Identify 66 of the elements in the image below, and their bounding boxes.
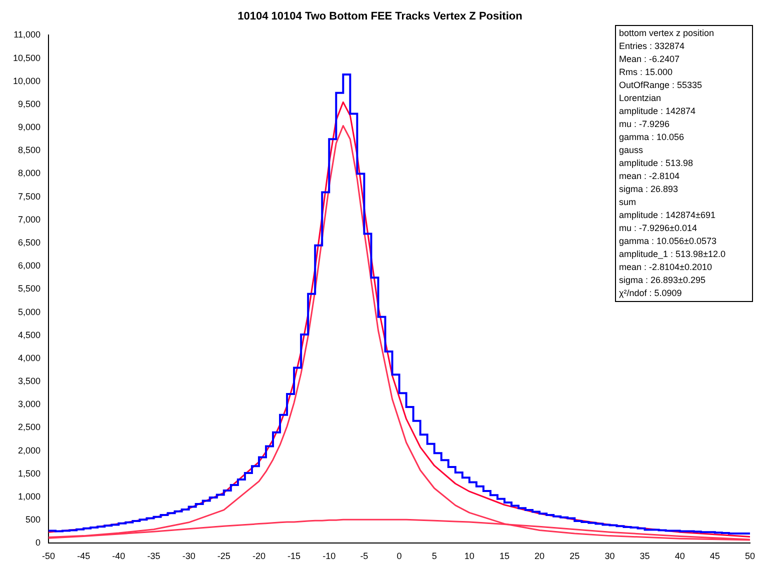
x-tick-label: 10 — [464, 551, 474, 562]
y-tick-label: 1,500 — [18, 468, 41, 478]
annotation: OutOfRange : 55335 — [619, 79, 704, 92]
annotation: sigma : 26.893±0.295 — [619, 274, 706, 287]
annotation: mean : -2.8104±0.2010 — [619, 261, 714, 274]
y-tick-label: 5,000 — [18, 306, 41, 317]
x-tick-label: 50 — [744, 551, 755, 562]
y-tick-label: 6,500 — [18, 238, 41, 248]
y-tick-label: 10,000 — [12, 76, 41, 86]
annotation: Rms : 15.000 — [619, 66, 674, 79]
y-tick-label: 1,000 — [18, 492, 41, 502]
y-tick-label: 9,500 — [18, 98, 41, 109]
x-tick-label: 40 — [674, 551, 685, 562]
y-tick-label: 500 — [25, 514, 41, 525]
annotation: amplitude : 513.98 — [619, 157, 694, 170]
x-tick-label: -20 — [252, 551, 266, 562]
y-tick-label: 7,500 — [18, 191, 41, 202]
x-tick-label: -45 — [77, 551, 90, 562]
x-tick-label: 5 — [432, 551, 437, 562]
annotation: mu : -7.9296 — [619, 118, 671, 131]
y-tick-label: 11,000 — [14, 30, 41, 40]
y-tick-label: 10,500 — [12, 52, 41, 63]
x-tick-label: -30 — [182, 551, 196, 562]
annotation: mean : -2.8104 — [619, 170, 681, 183]
x-tick-label: -25 — [217, 551, 230, 562]
annotation: amplitude_1 : 513.98±12.0 — [619, 248, 727, 261]
x-tick-label: -50 — [42, 551, 56, 562]
y-tick-label: 3,500 — [18, 376, 41, 386]
annotation: bottom vertex z position — [619, 27, 716, 40]
annotation: gamma : 10.056±0.0573 — [619, 235, 718, 248]
annotation: Entries : 332874 — [619, 40, 686, 53]
annotation: sigma : 26.893 — [619, 183, 680, 196]
x-tick-label: -10 — [322, 551, 336, 562]
annotation: gauss — [619, 144, 644, 157]
annotation: amplitude : 142874 — [619, 105, 697, 118]
x-tick-label: -40 — [112, 551, 126, 562]
y-tick-label: 2,500 — [18, 422, 41, 432]
y-tick-label: 8,000 — [18, 168, 41, 178]
annotation: sum — [619, 196, 638, 209]
x-tick-label: 35 — [640, 551, 650, 562]
chart-title: 10104 10104 Two Bottom FEE Tracks Vertex Z Position — [238, 10, 523, 23]
y-tick-label: 6,000 — [18, 260, 41, 271]
y-tick-label: 7,000 — [18, 214, 41, 224]
y-tick-label: 4,500 — [18, 330, 41, 340]
x-tick-label: 15 — [499, 551, 510, 562]
annotation: mu : -7.9296±0.014 — [619, 222, 698, 235]
x-tick-label: -15 — [288, 551, 301, 562]
annotation: amplitude : 142874±691 — [619, 209, 717, 222]
y-tick-label: 5,500 — [18, 284, 41, 294]
y-tick-label: 8,500 — [18, 145, 41, 156]
x-tick-label: 45 — [710, 551, 720, 562]
x-tick-label: 0 — [396, 551, 402, 562]
y-tick-label: 9,000 — [18, 122, 41, 132]
annotation: Lorentzian — [619, 92, 662, 105]
x-tick-label: -35 — [147, 551, 160, 562]
annotation: χ²/ndof : 5.0909 — [619, 287, 683, 300]
x-tick-label: 30 — [604, 551, 615, 562]
y-tick-label: 3,000 — [18, 399, 41, 410]
x-tick-label: 25 — [570, 551, 580, 562]
y-tick-label: 0 — [36, 538, 41, 548]
x-tick-label: -5 — [360, 551, 368, 562]
y-tick-label: 2,000 — [18, 445, 41, 456]
annotation: Mean : -6.2407 — [619, 53, 681, 66]
annotation: gamma : 10.056 — [619, 131, 686, 144]
y-tick-label: 4,000 — [18, 352, 41, 363]
x-tick-label: 20 — [534, 551, 545, 562]
